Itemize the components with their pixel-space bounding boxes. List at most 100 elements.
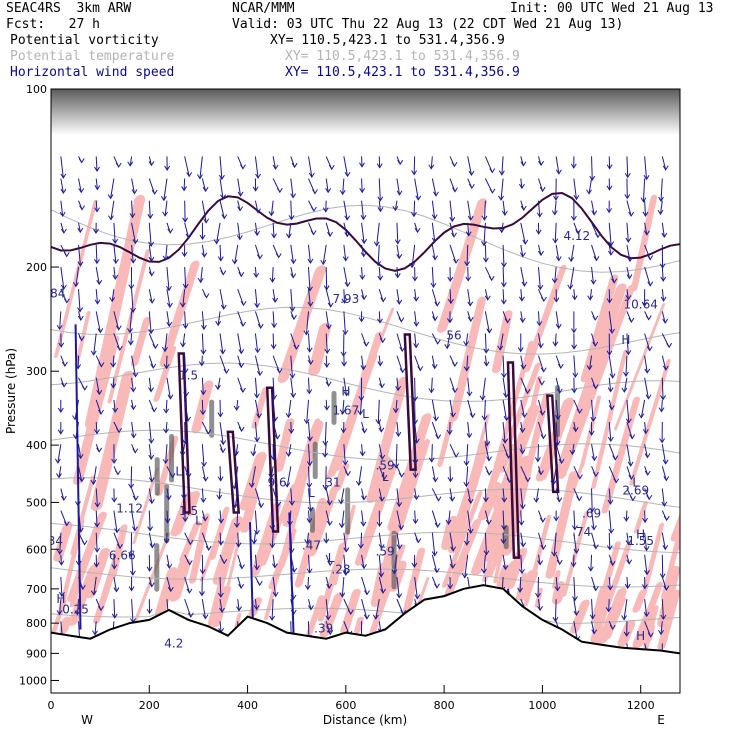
wind-arrowhead [642,211,649,217]
wind-arrowhead [413,438,420,444]
wind-vector [165,421,168,433]
wind-vector [95,244,98,264]
pv-shading-streak [444,518,482,597]
wind-arrowhead [539,517,546,523]
wind-arrowhead [486,328,493,334]
wind-vector [431,355,436,369]
field-wind-name: Horizontal wind speed [10,65,175,80]
wind-arrowhead [148,477,155,483]
y-tick-label: 100 [26,83,47,96]
wind-arrowhead [197,174,203,180]
wind-arrowhead [606,350,613,356]
wind-arrowhead [586,189,592,195]
wind-arrowhead [57,429,64,435]
wind-vector [166,289,171,308]
wind-vector [537,200,541,217]
wind-arrowhead [428,164,435,170]
wind-arrowhead [452,187,458,193]
wind-arrowhead [285,412,292,419]
wind-arrowhead [393,463,400,469]
pv-shading-streak [601,541,621,592]
wind-arrowhead [463,481,470,488]
wind-vector [237,333,242,354]
wind-arrowhead [609,560,616,567]
wind-vector [325,222,331,237]
wind-arrowhead [276,187,283,194]
pv-shading-streak [69,584,82,608]
wind-arrowhead [252,186,259,192]
wind-arrowhead [590,279,597,285]
wind-arrowhead [167,228,174,234]
wind-arrowhead [644,368,651,374]
wind-vector [148,377,152,392]
wind-vector [182,333,186,347]
wind-arrowhead [662,365,669,371]
wind-vector [484,510,490,525]
wind-vector [361,289,365,300]
wind-vector [307,466,310,488]
wind-arrowhead [396,593,403,599]
wind-vector [272,222,275,238]
wind-arrowhead [466,433,473,439]
wind-arrowhead [129,570,136,576]
wind-arrowhead [658,196,664,202]
wind-arrowhead [303,418,310,425]
wind-vector [307,554,311,573]
value-label: 1.5 [179,369,198,383]
wind-arrowhead [322,207,329,213]
wind-vector [93,333,97,355]
wind-vector [113,333,121,351]
wind-vector [626,532,629,545]
wind-arrowhead [663,515,670,522]
wind-vector [644,621,652,637]
wind-arrowhead [310,206,317,212]
wind-arrowhead [77,315,84,321]
wind-arrowhead [92,630,98,636]
wind-arrowhead [94,185,101,191]
wind-arrowhead [536,321,543,327]
wind-vector [236,510,239,528]
wind-vector [110,178,115,199]
wind-vector [237,311,244,327]
wind-arrowhead [555,169,562,175]
wind-vector [343,444,346,465]
wind-vector [234,466,239,489]
wind-arrowhead [78,336,85,342]
wind-arrowhead [197,278,204,284]
wind-vector [182,289,186,307]
wind-arrowhead [568,256,575,263]
wind-vector [234,244,239,264]
wind-arrowhead [396,254,403,260]
wind-arrowhead [361,428,368,434]
wind-vector [95,178,98,190]
wind-arrowhead [200,349,207,355]
wind-vector [520,532,524,547]
wind-arrowhead [464,261,470,267]
wind-arrowhead [255,173,261,179]
wind-vector [148,488,153,504]
wind-arrowhead [591,525,597,531]
wind-vector [537,444,539,462]
wind-arrowhead [310,230,317,236]
pv-shading-streak [437,342,474,468]
wind-arrowhead [94,429,100,435]
pv-max-core [503,525,509,550]
wind-vector [449,399,454,417]
pv-shading-streak [477,481,502,521]
wind-arrowhead [115,162,122,168]
wind-vector [217,311,221,326]
wind-arrowhead [132,448,139,454]
wind-vector [644,156,648,180]
wind-vector [537,399,543,416]
wind-arrowhead [609,624,616,631]
wind-vector [272,289,276,303]
wind-arrowhead [500,299,507,305]
org-label: NCAR/MMM [232,1,295,16]
wind-arrowhead [638,413,645,419]
wind-vector [449,377,456,393]
wind-vector [60,156,64,178]
pv-shading-streak [59,616,72,634]
wind-arrowhead [520,161,527,167]
y-tick-label: 900 [26,647,47,660]
wind-arrowhead [202,516,209,522]
